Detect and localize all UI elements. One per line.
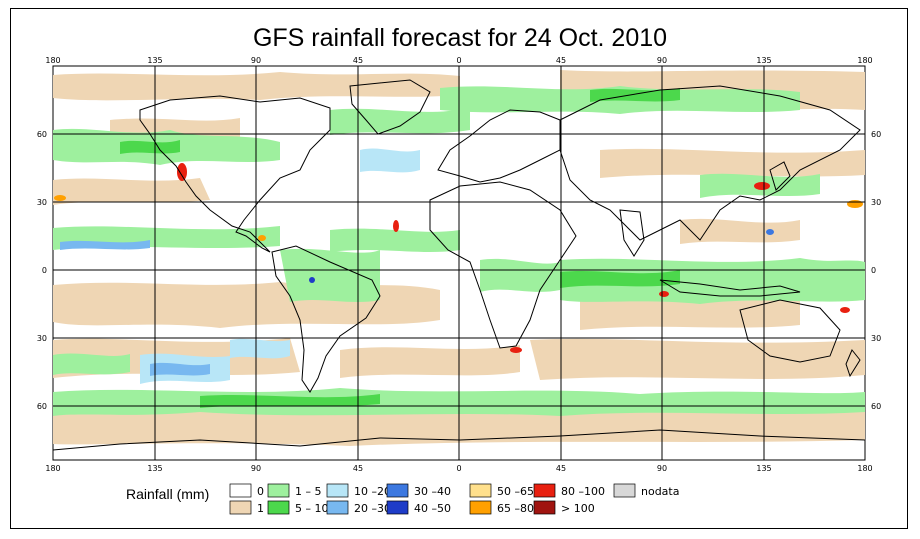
legend-swatch	[267, 483, 290, 498]
legend-entry-label: 5 – 10	[295, 502, 329, 515]
legend-entry-label: 1	[257, 502, 264, 515]
lon-tick: 135	[147, 56, 162, 65]
legend-entry-label: 50 –65	[497, 485, 534, 498]
lat-tick: 0	[871, 266, 876, 275]
legend-swatch	[613, 483, 636, 498]
legend-swatch	[326, 500, 349, 515]
lon-tick: 180	[857, 56, 872, 65]
legend-swatch	[229, 500, 252, 515]
lon-tick: 0	[456, 56, 461, 65]
legend-swatch	[326, 483, 349, 498]
lon-ticks-bottom: 180 135 90 45 0 45 90 135 180	[45, 464, 872, 473]
legend-label: Rainfall (mm)	[126, 486, 209, 502]
legend-swatches: 0 1 1 – 5 5 – 10 10 –20 20 –30 30 –40 40 –50 50 …	[229, 483, 679, 515]
map-title: GFS rainfall forecast for 24 Oct. 2010	[252, 24, 668, 52]
legend-swatch	[533, 500, 556, 515]
lon-tick: 45	[353, 56, 363, 65]
legend-swatch	[386, 500, 409, 515]
lon-tick: 45	[353, 464, 363, 473]
figure-frame	[10, 8, 908, 529]
lon-tick: 0	[456, 464, 461, 473]
graticule	[53, 66, 865, 460]
legend-swatch	[469, 500, 492, 515]
lat-tick: 30	[871, 198, 881, 207]
rain-heavy-spots	[54, 163, 863, 353]
lat-tick: 30	[37, 198, 47, 207]
legend-entry-label: > 100	[561, 502, 595, 515]
lat-ticks-right: 60 30 0 30 60	[871, 130, 881, 411]
lon-ticks-top: 180 135 90 45 0 45 90 135 180	[45, 56, 872, 65]
lat-tick: 60	[871, 402, 881, 411]
lat-ticks-left: 60 30 0 30 60	[37, 130, 47, 411]
lat-tick: 60	[871, 130, 881, 139]
lon-tick: 180	[857, 464, 872, 473]
lat-tick: 0	[42, 266, 47, 275]
lon-tick: 90	[251, 56, 261, 65]
legend-entry-label: 0	[257, 485, 264, 498]
lon-tick: 135	[147, 464, 162, 473]
lon-tick: 135	[756, 56, 771, 65]
legend-entry-label: 1 – 5	[295, 485, 322, 498]
lon-tick: 180	[45, 464, 60, 473]
legend-swatch	[386, 483, 409, 498]
legend-entry-label: nodata	[641, 485, 679, 498]
legend-entry-label: 10 –20	[354, 485, 391, 498]
lon-tick: 180	[45, 56, 60, 65]
lat-tick: 30	[871, 334, 881, 343]
legend-swatch	[469, 483, 492, 498]
legend-entry-label: 30 –40	[414, 485, 451, 498]
legend-entry-label: 80 –100	[561, 485, 605, 498]
legend-entry-label: 65 –80	[497, 502, 534, 515]
legend-swatch	[533, 483, 556, 498]
legend-entry-label: 40 –50	[414, 502, 451, 515]
rain-field-mid	[120, 88, 680, 408]
lat-tick: 60	[37, 130, 47, 139]
lat-tick: 60	[37, 402, 47, 411]
lat-tick: 30	[37, 334, 47, 343]
lon-tick: 135	[756, 464, 771, 473]
lon-tick: 45	[556, 464, 566, 473]
legend-entry-label: 20 –30	[354, 502, 391, 515]
lon-tick: 90	[657, 464, 667, 473]
lon-tick: 90	[657, 56, 667, 65]
lon-tick: 45	[556, 56, 566, 65]
legend-swatch	[267, 500, 290, 515]
legend-swatch	[229, 483, 252, 498]
lon-tick: 90	[251, 464, 261, 473]
rain-field-blue-dark	[60, 240, 210, 376]
coastlines	[52, 79, 866, 451]
